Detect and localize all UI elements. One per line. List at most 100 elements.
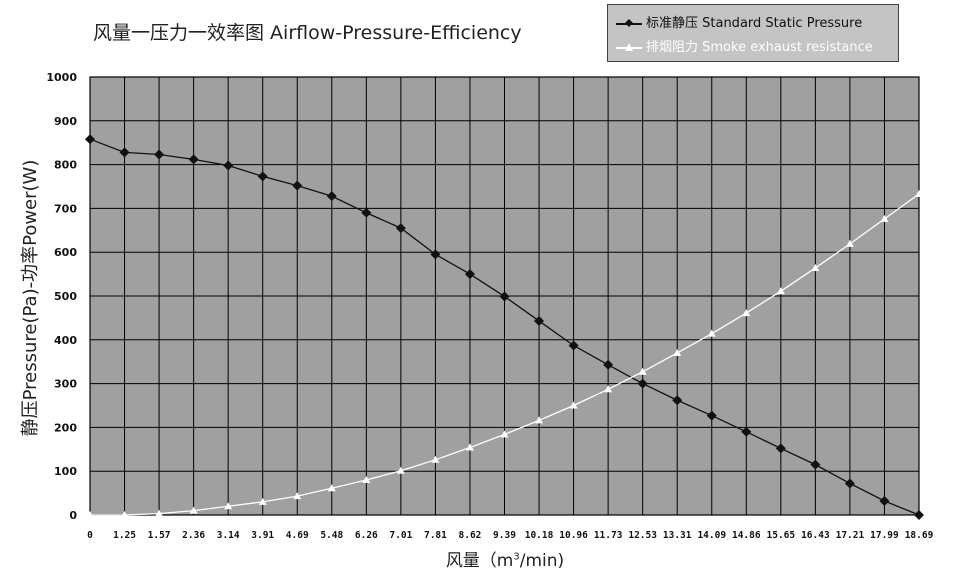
data-point [120,511,129,518]
x-tick-label: 7.01 [389,530,412,541]
data-point [880,214,889,222]
legend: 标准静压 Standard Static Pressure 排烟阻力 Smoke… [607,4,899,62]
x-tick-label: 14.09 [697,530,726,541]
y-tick-label: 900 [54,115,77,128]
data-point [811,263,820,271]
data-point [395,223,406,234]
data-point [465,443,474,451]
data-point [361,207,372,218]
series-1 [86,189,923,518]
y-tick-label: 300 [54,378,77,391]
x-tick-label: 9.39 [493,530,516,541]
x-tick-label: 7.81 [424,530,447,541]
y-axis-ticks: 0 100 200 300 400 500 600 700 800 900 1000 [46,71,77,522]
y-axis-label: 静压Pressure(Pa)-功率Power(W) [20,159,41,437]
x-axis-ticks: 0 1.25 1.57 2.36 3.14 3.91 4.69 5.48 6.26 7.01 7.8… [87,530,933,541]
y-tick-label: 600 [54,246,77,259]
x-tick-label: 10.96 [559,530,588,541]
data-point [604,385,613,393]
data-point [362,475,371,483]
x-tick-label: 10.18 [525,530,554,541]
data-point [844,478,855,489]
x-tick-label: 15.65 [767,530,796,541]
data-point [86,511,94,518]
x-tick-label: 16.43 [801,530,830,541]
x-tick-label: 2.36 [182,530,205,541]
data-point [500,430,509,438]
data-point [742,309,751,317]
x-tick-label: 0 [87,530,93,541]
y-tick-label: 0 [69,509,77,522]
data-point [534,315,545,326]
y-tick-label: 400 [54,334,77,347]
data-point [257,171,268,182]
data-point [569,401,578,409]
data-point [430,249,441,260]
data-point [396,466,405,474]
x-tick-label: 17.21 [836,530,865,541]
legend-entry-standard-static-pressure: 标准静压 Standard Static Pressure [616,12,862,31]
data-point [776,287,785,295]
x-axis-label: 风量（m3/min) [0,546,955,571]
y-tick-label: 700 [54,202,77,215]
x-tick-label: 6.26 [355,530,378,541]
data-point [775,443,786,454]
data-point [706,410,717,421]
x-tick-label: 13.31 [663,530,692,541]
data-point [568,340,579,351]
x-tick-label: 14.86 [732,530,761,541]
data-point [327,484,336,492]
data-point [431,455,440,463]
data-point [224,502,233,510]
y-tick-label: 200 [54,421,77,434]
x-tick-label: 17.99 [870,530,899,541]
data-point [223,160,234,171]
data-point [499,291,510,302]
y-tick-label: 1000 [46,71,77,84]
data-point [119,147,130,158]
data-point [85,134,95,145]
legend-swatch-diamond [616,18,642,29]
x-tick-label: 1.57 [148,530,171,541]
x-tick-label: 8.62 [459,530,482,541]
data-point [672,395,683,406]
data-point [915,189,923,197]
data-point [293,492,302,500]
data-point [154,149,165,160]
data-point [845,239,854,247]
data-point [637,378,648,389]
data-point [258,497,267,505]
series-0 [85,134,924,520]
data-point [155,509,164,517]
data-point [707,329,716,337]
data-point [879,495,890,506]
y-tick-label: 500 [54,290,77,303]
data-point [673,348,682,356]
x-tick-label: 12.53 [628,530,657,541]
y-tick-label: 100 [54,465,77,478]
legend-label: 排烟阻力 Smoke exhaust resistance [646,40,873,55]
x-tick-label: 3.91 [251,530,274,541]
x-tick-label: 18.69 [905,530,934,541]
x-tick-label: 5.48 [320,530,343,541]
x-axis-label-sup: 3 [513,551,520,563]
series-group [85,134,924,520]
data-point [464,269,475,280]
x-tick-label: 1.25 [113,530,136,541]
data-point [638,367,647,375]
x-tick-label: 3.14 [217,530,240,541]
data-point [603,359,614,370]
data-point [741,426,752,437]
x-tick-label: 4.69 [286,530,309,541]
data-point [810,459,821,470]
x-axis-label-suffix: /min) [519,551,565,571]
legend-entry-smoke-exhaust-resistance: 排烟阻力 Smoke exhaust resistance [616,36,873,55]
x-tick-label: 11.73 [594,530,623,541]
data-point [189,506,198,514]
x-axis-label-prefix: 风量（m [445,551,514,571]
data-point [188,154,199,165]
legend-label: 标准静压 Standard Static Pressure [646,16,863,31]
data-point [326,191,337,202]
chart-title: 风量一压力一效率图 Airflow-Pressure-Efficiency [93,22,522,44]
data-point [914,510,924,520]
